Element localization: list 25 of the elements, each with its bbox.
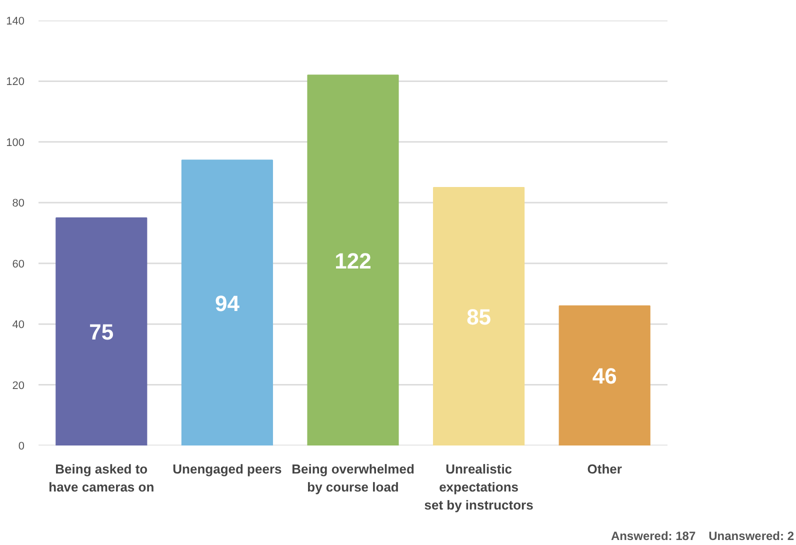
y-tick-label: 0 [18, 440, 25, 452]
text: Answered: 187 [610, 529, 696, 543]
text: Unanswered: 2 [708, 529, 794, 543]
x-tick-label: Unengaged peers [172, 462, 282, 476]
y-tick-label: 140 [6, 16, 25, 28]
y-tick-label: 120 [6, 76, 25, 88]
y-tick-label: 80 [12, 198, 25, 210]
data-label: 46 [592, 364, 617, 389]
data-label: 122 [334, 248, 372, 274]
y-tick-label: 60 [12, 258, 25, 270]
bar [433, 186, 525, 446]
y-tick-label: 100 [6, 136, 25, 149]
bar [181, 160, 273, 446]
x-tick-label: Being overwhelmed by course load [292, 462, 414, 494]
x-tick-label: Being asked to have cameras on [48, 462, 154, 494]
x-tick-label: Other [587, 462, 622, 476]
bar [558, 305, 650, 446]
x-tick-label: Unrealistic expectations set by instructors [424, 462, 534, 512]
data-label: 85 [466, 304, 492, 330]
y-tick-label: 40 [12, 319, 25, 332]
bar [56, 217, 148, 446]
data-label: 94 [214, 290, 240, 316]
bar [307, 74, 399, 446]
data-label: 75 [89, 320, 114, 345]
y-tick-label: 20 [12, 380, 25, 392]
